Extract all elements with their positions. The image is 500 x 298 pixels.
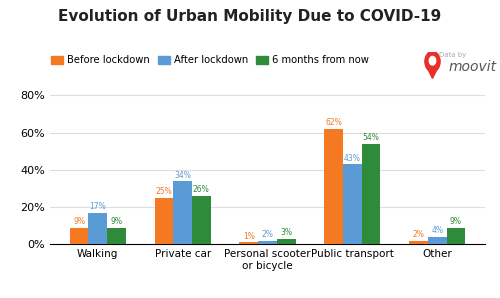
Bar [174,181,192,244]
Bar [107,228,126,244]
Text: 1%: 1% [243,232,255,241]
Text: 34%: 34% [174,170,191,179]
Bar [362,144,380,244]
Text: 4%: 4% [431,226,443,235]
Bar [409,241,428,244]
Text: 3%: 3% [280,228,292,237]
Bar [240,243,258,244]
Bar [428,237,446,244]
Bar [343,164,361,244]
Text: 17%: 17% [90,202,106,211]
Bar [70,228,88,244]
Text: 2%: 2% [412,230,424,239]
Bar [192,196,210,244]
Legend: Before lockdown, After lockdown, 6 months from now: Before lockdown, After lockdown, 6 month… [47,51,373,69]
Bar [258,241,277,244]
Text: 9%: 9% [450,217,462,226]
Text: 9%: 9% [73,217,85,226]
Text: Data by: Data by [439,52,466,58]
Text: Evolution of Urban Mobility Due to COVID-19: Evolution of Urban Mobility Due to COVID… [58,9,442,24]
Text: 25%: 25% [156,187,172,196]
Circle shape [430,56,436,65]
Text: 9%: 9% [110,217,122,226]
Text: 43%: 43% [344,154,361,163]
Polygon shape [426,64,440,78]
Text: 62%: 62% [326,118,342,128]
Bar [324,129,343,244]
Bar [277,239,295,244]
Bar [88,213,107,244]
Circle shape [425,51,440,72]
Bar [446,228,465,244]
Text: 2%: 2% [262,230,274,239]
Text: 26%: 26% [193,185,210,194]
Text: moovit: moovit [448,60,496,74]
Bar [154,198,174,244]
Text: 54%: 54% [362,133,380,142]
